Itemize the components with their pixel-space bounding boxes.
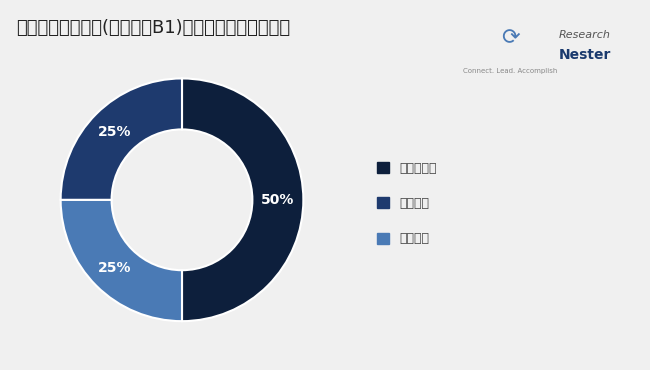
Text: 25%: 25% xyxy=(98,125,131,139)
Text: Nester: Nester xyxy=(559,48,612,62)
Legend: 医薬品等級, 食品等級, 飼料等級: 医薬品等級, 食品等級, 飼料等級 xyxy=(370,155,443,252)
Text: Research: Research xyxy=(559,30,611,40)
Text: チアミン一硝酸塩(ビタミンB1)市場一タイプによる類: チアミン一硝酸塩(ビタミンB1)市場一タイプによる類 xyxy=(16,18,291,37)
Wedge shape xyxy=(60,200,182,321)
Text: Connect. Lead. Accomplish: Connect. Lead. Accomplish xyxy=(463,68,558,74)
Wedge shape xyxy=(182,78,304,321)
Text: ⟳: ⟳ xyxy=(501,28,519,48)
Wedge shape xyxy=(60,78,182,200)
Text: 25%: 25% xyxy=(98,260,131,275)
Text: 50%: 50% xyxy=(261,193,294,207)
